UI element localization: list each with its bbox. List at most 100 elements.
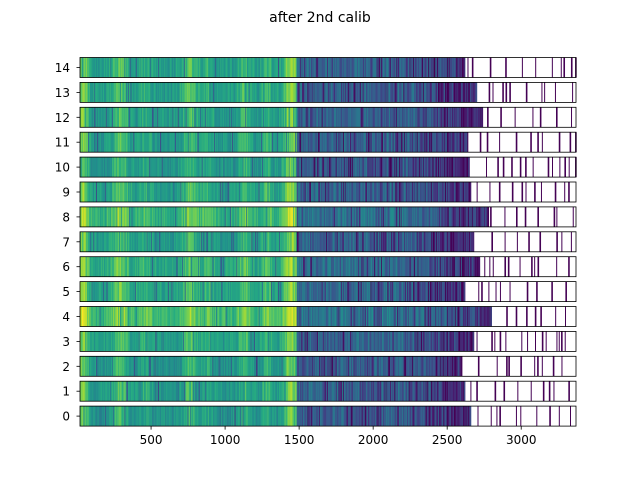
heatmap-cell [462,331,465,352]
heatmap-cell [347,306,349,327]
heatmap-cell [141,281,143,302]
heatmap-cell [375,281,378,302]
heatmap-cell [244,356,246,377]
heatmap-cell [151,231,153,252]
heatmap-cell [297,331,299,352]
heatmap-cell [433,306,435,327]
heatmap-cell [394,281,396,302]
heatmap-cell [439,256,442,277]
heatmap-cell [116,256,118,277]
heatmap-cell [404,256,406,277]
heatmap-cell [365,356,367,377]
heatmap-cell [248,381,251,402]
heatmap-cell [423,381,426,402]
heatmap-cell [435,406,437,427]
heatmap-cell [438,281,441,302]
heatmap-cell [293,281,295,302]
heatmap-cell [255,356,257,377]
heatmap-cell [451,182,453,202]
heatmap-cell [266,182,268,202]
heatmap-cell [413,356,415,377]
heatmap-cell [292,406,294,427]
heatmap-cell [239,281,242,302]
heatmap-cell [137,331,140,352]
heatmap-cell [316,381,318,402]
heatmap-cell [315,182,317,202]
heatmap-cell [284,406,286,427]
heatmap-cell [360,182,363,202]
heatmap-cell [115,157,117,178]
heatmap-cell [366,231,368,252]
heatmap-cell [130,381,132,402]
heatmap-cell [117,256,119,277]
heatmap-cell [359,331,362,352]
heatmap-cell [100,331,102,352]
heatmap-cell [118,231,120,252]
heatmap-cell [270,182,273,202]
heatmap-cell [270,306,272,327]
heatmap-cell [215,206,218,227]
heatmap-cell [289,182,291,202]
heatmap-cell [244,256,246,277]
heatmap-cell [348,206,350,227]
heatmap-cell [447,206,450,227]
heatmap-cell [406,231,408,252]
heatmap-cell [438,331,440,352]
heatmap-cell [369,206,371,227]
heatmap-cell [315,381,317,402]
heatmap-cell [402,406,404,427]
heatmap-cell [443,281,445,302]
heatmap-cell [82,406,84,427]
heatmap-cell [111,306,114,327]
heatmap-cell [159,231,161,252]
heatmap-cell [431,157,434,178]
heatmap-cell [300,331,302,352]
heatmap-cell [263,256,266,277]
heatmap-cell [298,182,300,202]
heatmap-cell [435,256,437,277]
heatmap-cell [406,256,409,277]
heatmap-cell [134,182,136,202]
heatmap-cell [224,406,227,427]
heatmap-cell [182,281,184,302]
heatmap-cell [155,206,157,227]
heatmap-cell [453,281,456,302]
heatmap-cell [160,356,163,377]
heatmap-cell [330,406,332,427]
heatmap-cell [238,206,240,227]
heatmap-cell [428,331,430,352]
heatmap-cell [402,182,404,202]
heatmap-cell [446,182,448,202]
heatmap-cell [422,231,424,252]
heatmap-cell [106,331,108,352]
heatmap-cell [180,206,182,227]
heatmap-cell [179,381,181,402]
heatmap-cell [294,157,297,178]
heatmap-cell [162,182,164,202]
heatmap-cell [400,256,402,277]
heatmap-cell [215,281,218,302]
heatmap-cell [294,356,296,377]
heatmap-cell [115,356,117,377]
heatmap-cell [211,406,213,427]
heatmap-cell [235,206,237,227]
heatmap-cell [106,256,108,277]
heatmap-cell [177,256,180,277]
heatmap-cell [109,281,111,302]
heatmap-cell [101,281,103,302]
heatmap-cell [313,406,315,427]
heatmap-cell [202,356,204,377]
heatmap-cell [86,231,88,252]
heatmap-cell [119,406,122,427]
heatmap-cell [130,182,132,202]
heatmap-cell [95,356,97,377]
heatmap-cell [456,256,458,277]
heatmap-cell [381,406,383,427]
heatmap-cell [410,381,412,402]
heatmap-cell [189,356,191,377]
heatmap-cell [272,206,275,227]
heatmap-cell [422,406,424,427]
heatmap-cell [383,157,386,178]
heatmap-cell [401,331,403,352]
heatmap-cell [88,281,91,302]
